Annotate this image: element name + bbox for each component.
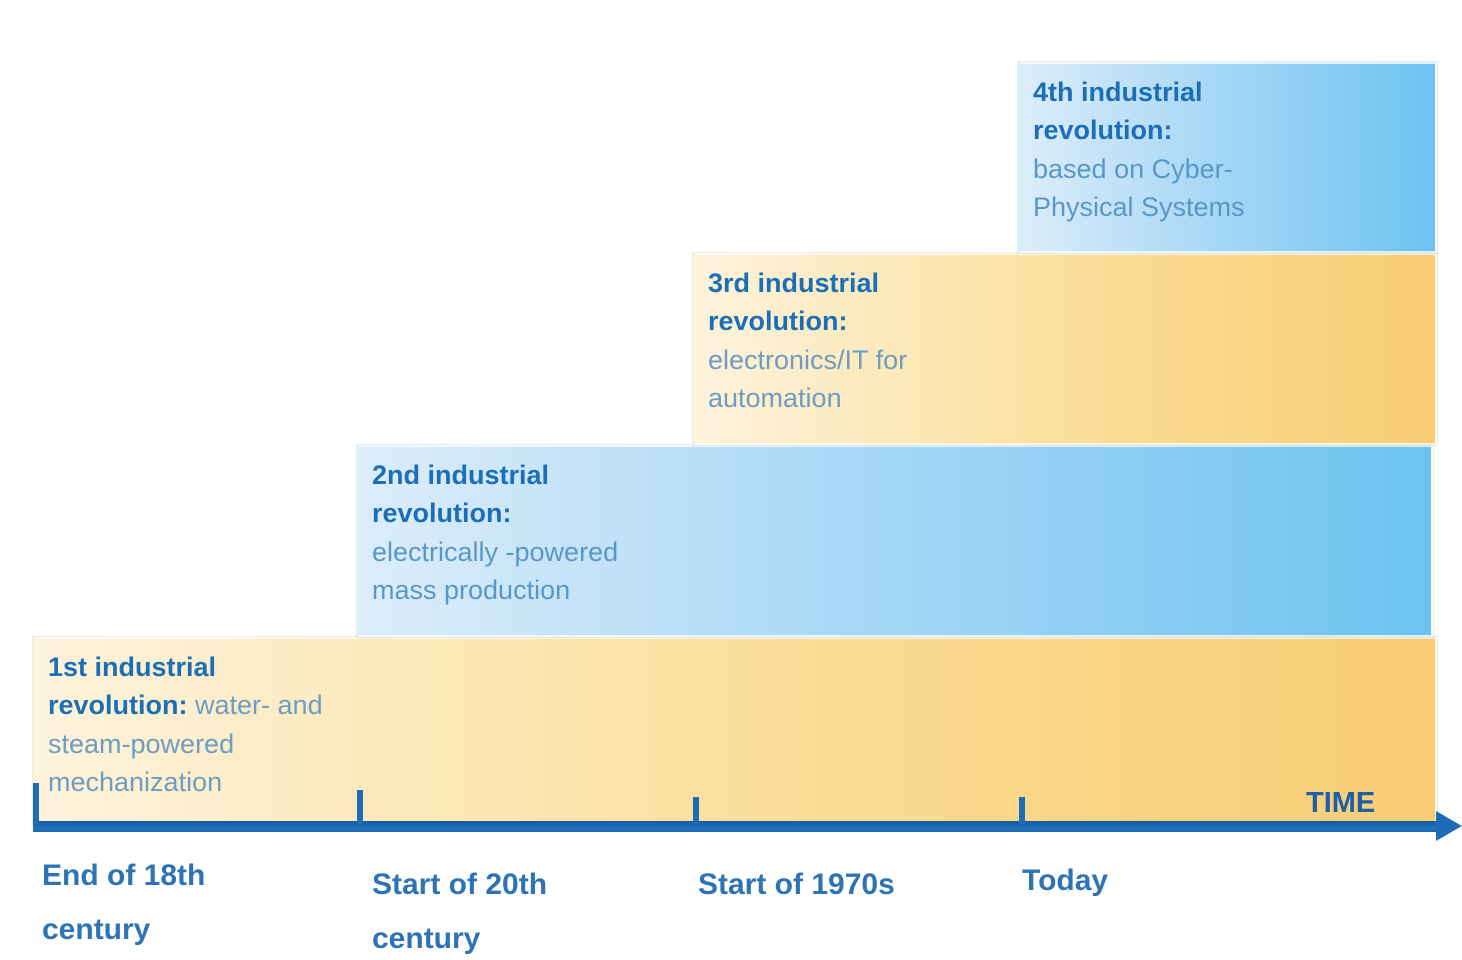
timeline-axis [33, 821, 1438, 832]
block-1-description: water- and steam-powered mechanization [48, 690, 323, 797]
block-4-heading: 4th industrial revolution: [1033, 77, 1203, 146]
time-axis-label: TIME [1306, 787, 1376, 819]
block-3-heading: 3rd industrial revolution: [708, 268, 880, 337]
block-4-text: 4th industrial revolution: based on Cybe… [1020, 64, 1333, 226]
block-2-heading: 2nd industrial revolution: [372, 460, 550, 529]
block-1-text: 1st industrial revolution: water- and ste… [35, 639, 340, 801]
block-2nd-industrial-revolution: 2nd industrial revolution: electrically … [357, 445, 1433, 637]
block-3rd-industrial-revolution: 3rd industrial revolution: electronics/I… [693, 253, 1437, 445]
axis-tick-start-of-1970s [693, 797, 699, 824]
block-1-heading: 1st industrial revolution: [48, 652, 217, 721]
block-3-text: 3rd industrial revolution: electronics/I… [695, 255, 1008, 417]
tick-label-start-of-1970s: Start of 1970s [698, 868, 895, 901]
block-4-description: based on Cyber-Physical Systems [1033, 153, 1245, 222]
block-1st-industrial-revolution: 1st industrial revolution: water- and ste… [33, 637, 1437, 824]
tick-label-today: Today [1022, 864, 1109, 897]
tick-label-end-of-18th-century: End of 18th century [42, 859, 206, 946]
axis-tick-today [1019, 797, 1025, 824]
block-4th-industrial-revolution: 4th industrial revolution: based on Cybe… [1018, 62, 1437, 253]
timeline-arrowhead-icon [1436, 811, 1462, 841]
axis-tick-start-of-20th-century [357, 790, 363, 824]
block-2-description: electrically -powered mass production [372, 536, 619, 605]
block-2-text: 2nd industrial revolution: electrically … [359, 447, 672, 609]
axis-tick-end-of-18th-century [33, 783, 39, 824]
block-3-description: electronics/IT for automation [708, 344, 908, 413]
tick-label-start-of-20th-century: Start of 20th century [372, 868, 548, 955]
